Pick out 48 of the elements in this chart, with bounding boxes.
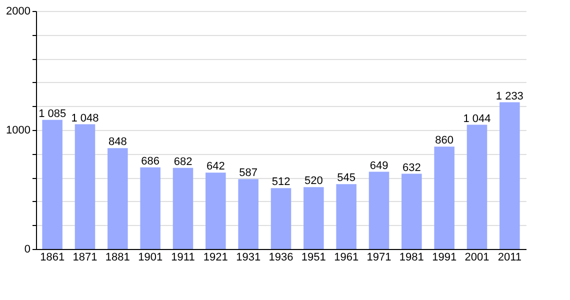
- x-tick-label: 1931: [236, 252, 261, 264]
- bar: [336, 184, 356, 249]
- x-tick-label: 1981: [399, 252, 424, 264]
- bar: [206, 172, 226, 249]
- bar: [140, 167, 160, 249]
- x-tick-label: 1911: [171, 252, 195, 264]
- x-tick-label: 2001: [464, 252, 490, 264]
- x-tick-label: 1951: [301, 252, 326, 264]
- y-tick-label: 0: [24, 244, 30, 256]
- y-tick-label: 1000: [6, 124, 30, 136]
- bar: [238, 179, 258, 249]
- x-tick-label: 1871: [72, 252, 98, 264]
- data-label: 649: [370, 160, 388, 172]
- bar: [434, 146, 454, 249]
- data-label: 587: [239, 167, 258, 180]
- x-tick-label: 1971: [366, 252, 392, 264]
- data-label: 642: [206, 160, 225, 173]
- data-label: 860: [435, 134, 454, 147]
- data-label: 686: [141, 155, 160, 168]
- data-label: 1 085: [38, 108, 66, 120]
- bar: [108, 148, 128, 249]
- x-tick-label: 1961: [334, 252, 359, 264]
- bar: [402, 174, 422, 249]
- data-label: 1 233: [496, 90, 524, 102]
- data-label: 1 044: [463, 112, 491, 125]
- bar: [270, 188, 292, 249]
- data-label: 848: [108, 136, 127, 148]
- x-tick-label: 1901: [138, 252, 163, 264]
- data-label: 545: [337, 172, 356, 184]
- bar: [42, 120, 62, 249]
- bar: [304, 187, 324, 249]
- bar: [74, 124, 96, 249]
- data-label: 512: [272, 176, 290, 188]
- x-tick-label: 1881: [105, 252, 130, 264]
- bar: [500, 102, 520, 249]
- data-label: 520: [304, 175, 323, 188]
- data-label: 682: [174, 156, 192, 168]
- x-tick-label: 1936: [268, 252, 294, 264]
- x-tick-label: 2011: [498, 252, 522, 264]
- y-tick-label: 2000: [6, 6, 30, 18]
- x-tick-label: 1991: [432, 252, 457, 264]
- data-label: 1 048: [71, 112, 99, 124]
- data-label: 632: [402, 162, 421, 174]
- bar: [368, 172, 390, 249]
- bar: [172, 168, 194, 249]
- x-tick-label: 1921: [203, 252, 228, 264]
- x-tick-label: 1861: [40, 252, 65, 264]
- bar: [466, 124, 488, 249]
